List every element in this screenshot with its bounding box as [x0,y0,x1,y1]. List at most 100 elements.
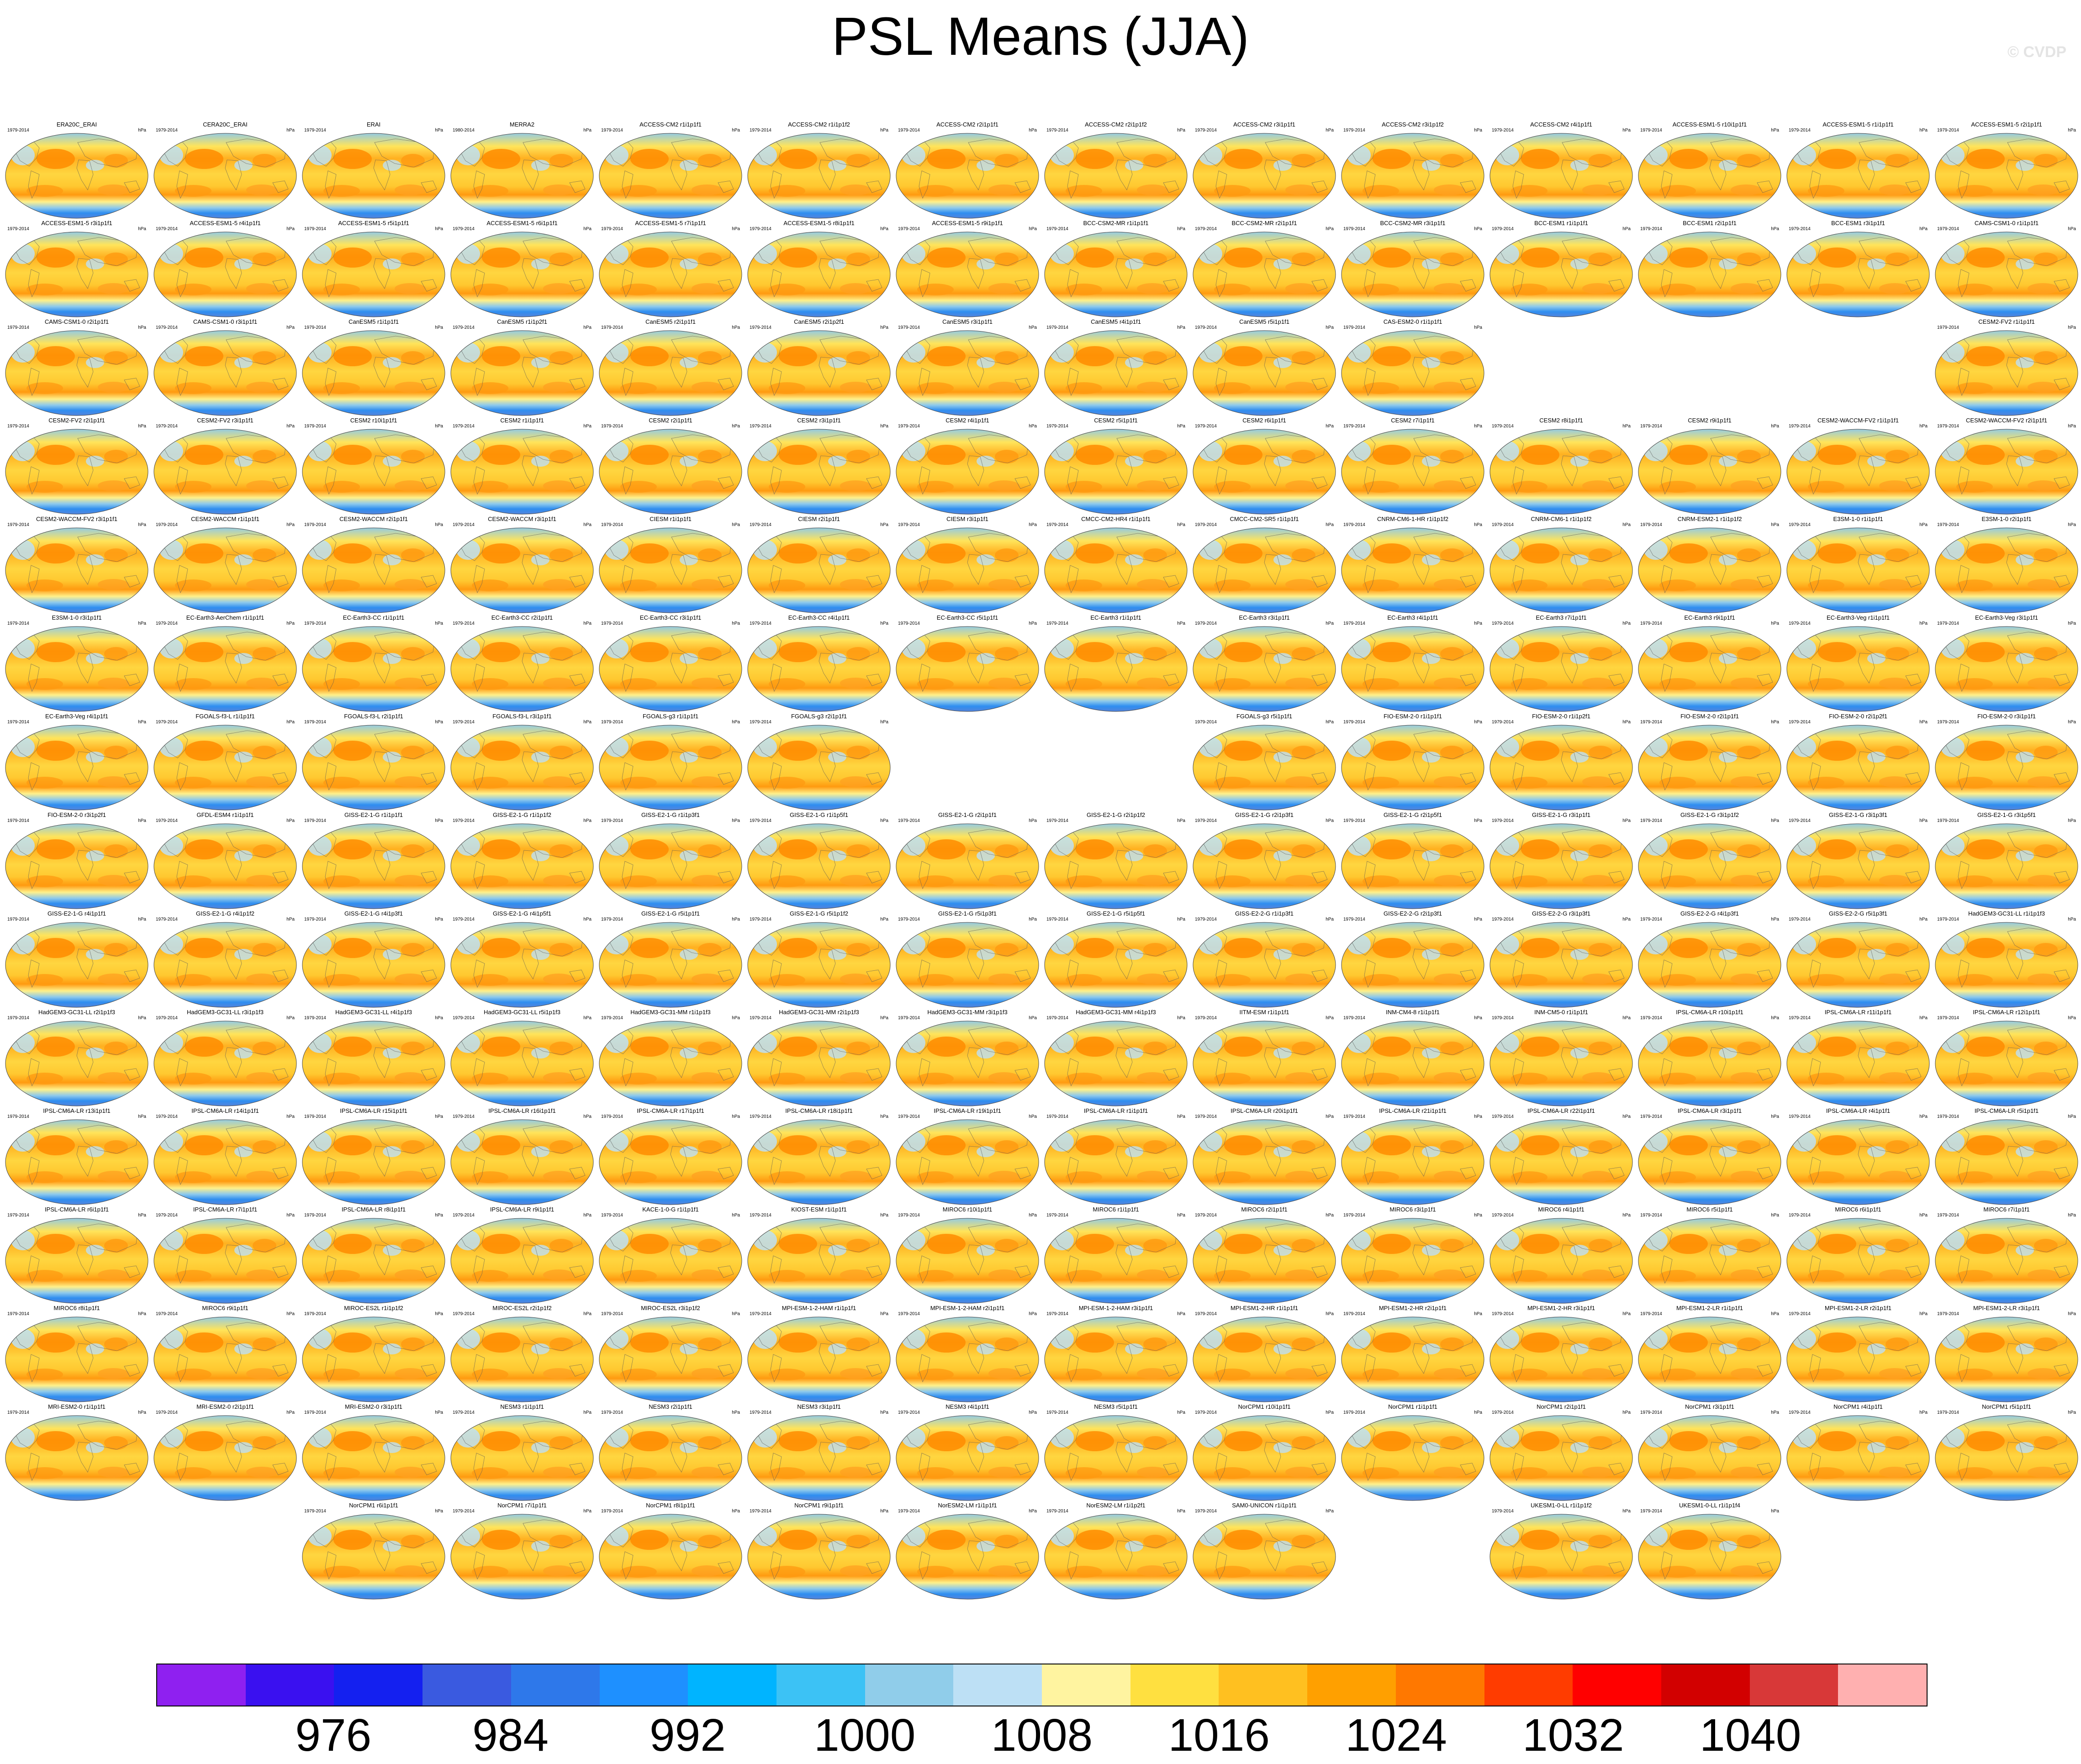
panel-label: CERA20C_ERAI [203,121,248,128]
psl-map [302,725,445,811]
panel-label: NorCPM1 r8i1p1f1 [646,1502,695,1509]
panel-label: NorCPM1 r2i1p1f1 [1537,1403,1586,1410]
panel-label: IPSL-CM6A-LR r9i1p1f1 [490,1206,555,1213]
psl-map [1193,922,1336,1008]
map-panel: FIO-ESM-2-0 r1i1p2f1 1979-2014 hPa [1489,712,1633,811]
panel-period: 1979-2014 [1046,1213,1068,1218]
panel-units: hPa [286,720,295,725]
map-panel: ACCESS-ESM1-5 r5i1p1f1 1979-2014 hPa [301,219,446,317]
panel-period: 1979-2014 [156,1114,178,1119]
panel-label: IPSL-CM6A-LR r1i1p1f1 [1083,1107,1148,1114]
panel-units: hPa [880,1509,888,1514]
panel-period: 1979-2014 [1195,1410,1217,1415]
panel-label: ACCESS-CM2 r4i1p1f1 [1530,121,1592,128]
panel-label: CESM2-FV2 r2i1p1f1 [48,417,105,424]
panel-label: BCC-CSM2-MR r3i1p1f1 [1380,220,1446,226]
map-panel: ACCESS-CM2 r1i1p1f1 1979-2014 hPa [598,121,743,219]
panel-period: 1979-2014 [601,325,623,330]
psl-map [450,626,594,712]
panel-label: NorCPM1 r6i1p1f1 [349,1502,398,1509]
panel-units: hPa [1326,522,1334,527]
map-panel: CESM2-FV2 r3i1p1f1 1979-2014 hPa [153,416,297,515]
panel-units: hPa [1326,621,1334,626]
panel-period: 1979-2014 [453,226,475,232]
panel-period: 1979-2014 [601,1213,623,1218]
panel-units: hPa [138,1213,146,1218]
colorbar-tick-label: 992 [649,1710,726,1761]
psl-map [599,1119,742,1205]
panel-label: EC-Earth3-Veg r4i1p1f1 [45,713,109,720]
panel-units: hPa [1474,226,1482,232]
panel-units: hPa [1474,621,1482,626]
panel-period: 1979-2014 [750,1509,771,1514]
map-panel: GISS-E2-1-G r3i1p3f1 1979-2014 hPa [1786,811,1930,909]
panel-period: 1979-2014 [750,226,771,232]
panel-period: 1979-2014 [1937,325,1959,330]
psl-map [747,527,891,613]
psl-map [1786,429,1930,515]
map-panel: E3SM-1-0 r1i1p1f1 1979-2014 hPa [1786,515,1930,613]
map-panel: BCC-ESM1 r2i1p1f1 1979-2014 hPa [1637,219,1782,317]
psl-map [1638,232,1781,317]
map-panel: IPSL-CM6A-LR r12i1p1f1 1979-2014 hPa [1934,1008,2079,1106]
panel-units: hPa [1326,1410,1334,1415]
psl-map [1935,1415,2078,1501]
panel-period: 1979-2014 [1195,1509,1217,1514]
panel-label: GISS-E2-1-G r3i1p3f1 [1829,811,1887,818]
map-panel: GISS-E2-1-G r3i1p1f1 1979-2014 hPa [1489,811,1633,909]
panel-units: hPa [1474,522,1482,527]
psl-map [747,232,891,317]
psl-map [896,133,1039,219]
panel-units: hPa [1326,226,1334,232]
psl-map [302,626,445,712]
panel-period: 1979-2014 [1343,128,1365,133]
panel-units: hPa [2068,720,2076,725]
panel-period: 1979-2014 [1492,818,1514,823]
panel-period: 1979-2014 [1343,720,1365,725]
panel-period: 1979-2014 [453,1016,475,1021]
psl-map [1044,922,1188,1008]
psl-map [1935,725,2078,811]
map-panel: CanESM5 r2i1p2f1 1979-2014 hPa [747,318,891,416]
panel-label: ACCESS-ESM1-5 r9i1p1f1 [932,220,1003,226]
panel-period: 1979-2014 [1343,1410,1365,1415]
panel-units: hPa [583,325,592,330]
psl-map [1193,429,1336,515]
map-panel: GFDL-ESM4 r1i1p1f1 1979-2014 hPa [153,811,297,909]
map-panel: EC-Earth3-Veg r4i1p1f1 1979-2014 hPa [5,712,149,811]
panel-period: 1979-2014 [7,1114,29,1119]
psl-map [153,823,297,909]
panel-period: 1979-2014 [1195,720,1217,725]
panel-units: hPa [138,1114,146,1119]
psl-map [1193,1218,1336,1304]
panel-units: hPa [1326,1509,1334,1514]
panel-units: hPa [1622,522,1631,527]
panel-label: MIROC-ES2L r2i1p1f2 [492,1305,552,1311]
map-panel: IPSL-CM6A-LR r20i1p1f1 1979-2014 hPa [1192,1107,1336,1205]
map-panel: GISS-E2-1-G r4i1p1f1 1979-2014 hPa [5,910,149,1008]
map-panel: NorCPM1 r9i1p1f1 1979-2014 hPa [747,1501,891,1600]
panel-label: CESM2-WACCM r2i1p1f1 [339,516,408,522]
psl-map [1786,626,1930,712]
map-panel: GISS-E2-2-G r5i1p3f1 1979-2014 hPa [1786,910,1930,1008]
panel-label: GISS-E2-1-G r4i1p1f2 [196,910,254,917]
panel-label: IPSL-CM6A-LR r3i1p1f1 [1677,1107,1742,1114]
panel-label: IPSL-CM6A-LR r7i1p1f1 [193,1206,258,1213]
panel-units: hPa [435,325,443,330]
panel-units: hPa [435,1016,443,1021]
psl-map [1044,1218,1188,1304]
panel-units: hPa [1771,621,1779,626]
panel-units: hPa [435,1410,443,1415]
panel-units: hPa [583,1016,592,1021]
psl-map [1638,823,1781,909]
psl-map [1786,1218,1930,1304]
panel-units: hPa [1622,1311,1631,1316]
panel-units: hPa [1771,1410,1779,1415]
psl-map [1935,133,2078,219]
psl-map [1786,725,1930,811]
panel-period: 1979-2014 [7,424,29,429]
panel-units: hPa [1474,424,1482,429]
panel-period: 1979-2014 [7,720,29,725]
panel-label: HadGEM3-GC31-LL r4i1p1f3 [335,1009,412,1016]
panel-period: 1979-2014 [1789,720,1811,725]
